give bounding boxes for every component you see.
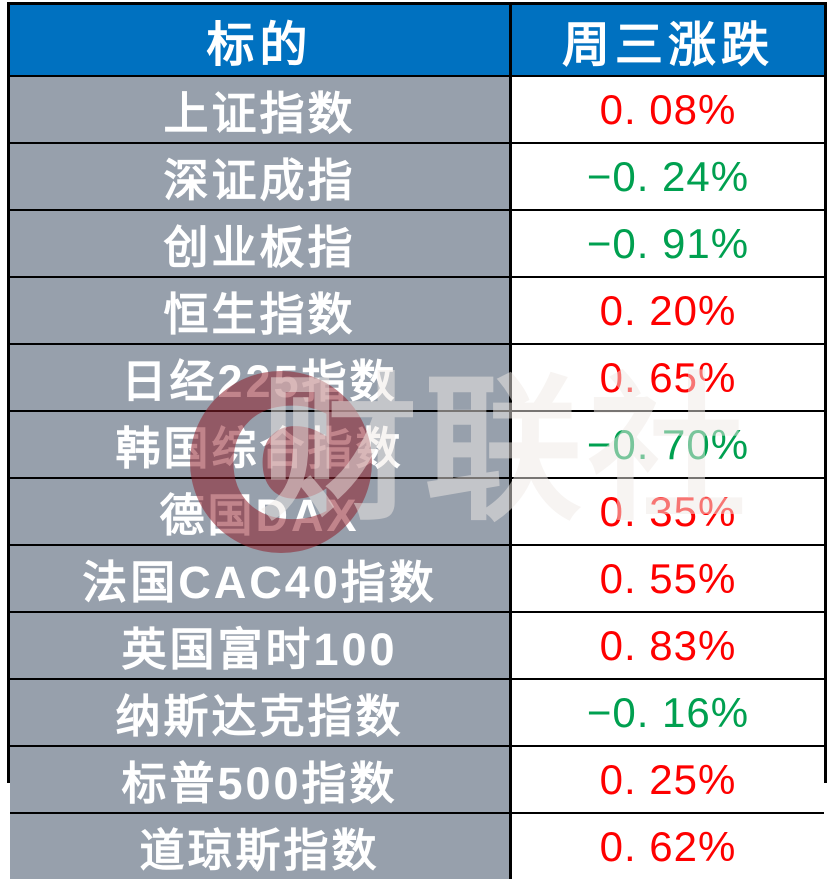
table-row: 标普500指数 0. 25%	[10, 745, 824, 812]
index-change-value: 0. 25%	[508, 747, 824, 812]
index-name: 法国CAC40指数	[10, 546, 509, 611]
column-header-wednesday-change: 周三涨跌	[508, 5, 824, 75]
table-row: 日经225指数 0. 65%	[10, 343, 824, 410]
index-change-value: 0. 08%	[508, 77, 824, 142]
index-name: 创业板指	[10, 211, 509, 276]
index-change-value: 0. 20%	[508, 278, 824, 343]
table-row: 道琼斯指数 0. 62%	[10, 812, 824, 879]
table-header-row: 标的 周三涨跌	[10, 5, 824, 75]
index-change-value: 0. 83%	[508, 613, 824, 678]
index-change-value: 0. 35%	[508, 479, 824, 544]
index-name: 德国DAX	[10, 479, 509, 544]
table-row: 韩国综合指数 −0. 70%	[10, 410, 824, 477]
index-name: 深证成指	[10, 144, 509, 209]
table-row: 法国CAC40指数 0. 55%	[10, 544, 824, 611]
index-change-value: 0. 55%	[508, 546, 824, 611]
table-row: 创业板指 −0. 91%	[10, 209, 824, 276]
table-row: 英国富时100 0. 83%	[10, 611, 824, 678]
index-name: 上证指数	[10, 77, 509, 142]
index-change-table: 标的 周三涨跌 上证指数 0. 08% 深证成指 −0. 24% 创业板指 −0…	[7, 2, 827, 879]
index-change-value: −0. 91%	[508, 211, 824, 276]
index-change-value: 0. 65%	[508, 345, 824, 410]
market-index-table-image: 标的 周三涨跌 上证指数 0. 08% 深证成指 −0. 24% 创业板指 −0…	[7, 2, 827, 879]
table-row: 德国DAX 0. 35%	[10, 477, 824, 544]
index-name: 英国富时100	[10, 613, 509, 678]
index-name: 道琼斯指数	[10, 814, 509, 879]
table-row: 纳斯达克指数 −0. 16%	[10, 678, 824, 745]
index-name: 韩国综合指数	[10, 412, 509, 477]
index-name: 日经225指数	[10, 345, 509, 410]
table-row: 恒生指数 0. 20%	[10, 276, 824, 343]
index-change-value: −0. 24%	[508, 144, 824, 209]
table-row: 上证指数 0. 08%	[10, 75, 824, 142]
table-row: 深证成指 −0. 24%	[10, 142, 824, 209]
index-change-value: −0. 70%	[508, 412, 824, 477]
index-change-value: 0. 62%	[508, 814, 824, 879]
index-name: 恒生指数	[10, 278, 509, 343]
index-name: 纳斯达克指数	[10, 680, 509, 745]
column-header-target: 标的	[10, 5, 509, 75]
index-change-value: −0. 16%	[508, 680, 824, 745]
index-name: 标普500指数	[10, 747, 509, 812]
